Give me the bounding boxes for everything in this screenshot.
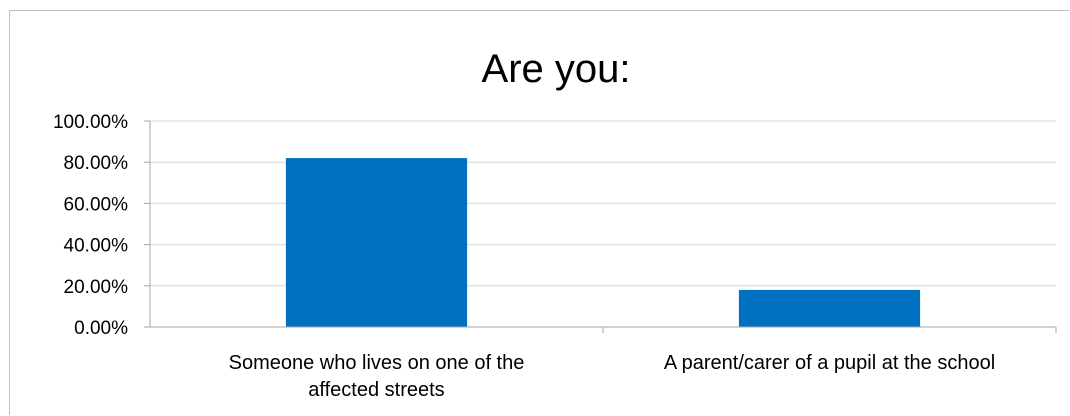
bars xyxy=(285,158,921,327)
bar xyxy=(738,289,921,327)
bar xyxy=(285,158,468,327)
x-category-label: Someone who lives on one of the affected … xyxy=(229,352,525,401)
y-axis-tick-labels: 0.00% 20.00% 40.00% 60.00% 80.00% 100.00% xyxy=(53,112,128,339)
y-tick-label: 0.00% xyxy=(74,318,128,339)
chart-area xyxy=(9,10,1069,415)
y-tick-label: 40.00% xyxy=(64,236,129,257)
axes xyxy=(144,120,1057,333)
y-tick-label: 60.00% xyxy=(64,194,129,215)
chart-title: Are you: xyxy=(482,47,631,91)
x-category-label: A parent/carer of a pupil at the school xyxy=(664,352,995,374)
x-axis-category-labels: Someone who lives on one of the affected … xyxy=(229,352,996,401)
y-tick-label: 100.00% xyxy=(53,112,128,133)
y-tick-label: 20.00% xyxy=(64,277,129,298)
y-tick-label: 80.00% xyxy=(64,153,129,174)
